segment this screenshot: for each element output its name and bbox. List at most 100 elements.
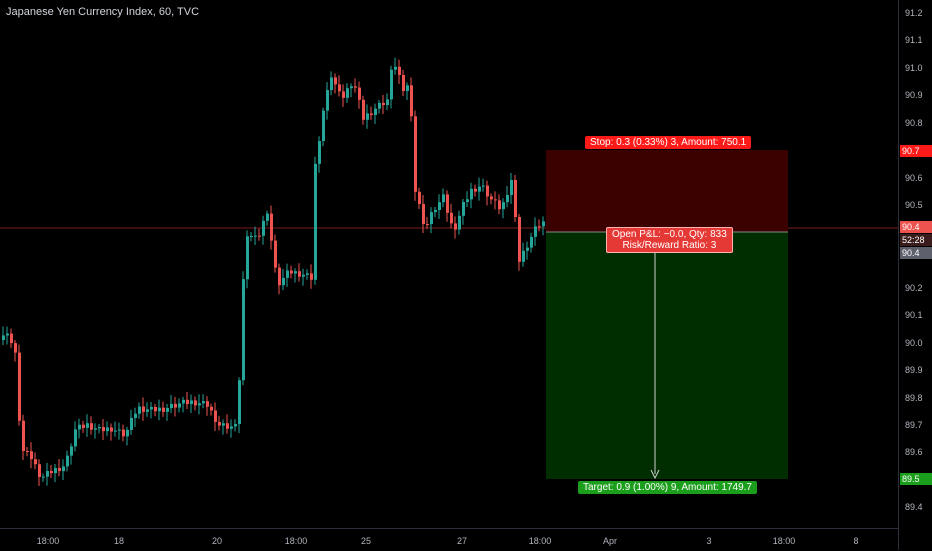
candle-body bbox=[166, 408, 169, 412]
time-tick: 18:00 bbox=[284, 536, 308, 546]
candle-body bbox=[114, 430, 117, 432]
candle-body bbox=[58, 467, 61, 472]
candle-body bbox=[346, 88, 349, 98]
candle-body bbox=[470, 188, 473, 200]
candle-body bbox=[390, 69, 393, 100]
candle-body bbox=[278, 267, 281, 286]
price-axis[interactable]: 91.2 91.1 91.0 90.9 90.8 90.6 90.5 90.2 … bbox=[898, 0, 932, 550]
candle-body bbox=[134, 413, 137, 418]
candle-body bbox=[210, 406, 213, 411]
candle-body bbox=[46, 471, 49, 477]
candle-body bbox=[246, 236, 249, 280]
pnl-text: Open P&L: −0.0, Qty: 833 bbox=[612, 229, 727, 240]
candle-body bbox=[14, 343, 17, 353]
candle-body bbox=[22, 420, 25, 451]
candle-body bbox=[462, 202, 465, 216]
candle-body bbox=[170, 403, 173, 409]
candle-body bbox=[6, 333, 9, 336]
candle-body bbox=[418, 191, 421, 204]
candle-body bbox=[450, 212, 453, 224]
time-tick: Apr bbox=[602, 536, 618, 546]
candle-body bbox=[254, 235, 257, 237]
candle-body bbox=[78, 424, 81, 430]
candle-body bbox=[306, 273, 309, 275]
candle-body bbox=[454, 223, 457, 230]
candle-body bbox=[482, 185, 485, 187]
price-tick: 89.7 bbox=[905, 420, 923, 430]
candle-body bbox=[466, 199, 469, 202]
price-tick: 91.1 bbox=[905, 35, 923, 45]
candle-body bbox=[398, 66, 401, 75]
candle-body bbox=[234, 424, 237, 427]
candle-body bbox=[258, 235, 261, 237]
candle-body bbox=[150, 407, 153, 410]
candle-body bbox=[402, 75, 405, 91]
time-tick: 3 bbox=[706, 536, 712, 546]
stop-label[interactable]: Stop: 0.3 (0.33%) 3, Amount: 750.1 bbox=[585, 136, 752, 149]
time-tick: 25 bbox=[360, 536, 372, 546]
candle-body bbox=[238, 380, 241, 425]
chart-area[interactable]: Japanese Yen Currency Index, 60, TVC Sto… bbox=[0, 0, 898, 528]
candle-body bbox=[90, 423, 93, 430]
candle-body bbox=[430, 212, 433, 225]
candle-body bbox=[38, 464, 41, 477]
risk-reward-text: Risk/Reward Ratio: 3 bbox=[622, 240, 717, 251]
candle-body bbox=[50, 471, 53, 474]
time-tick: 27 bbox=[456, 536, 468, 546]
candle-body bbox=[94, 428, 97, 430]
candle-body bbox=[498, 200, 501, 210]
candle-body bbox=[174, 403, 177, 408]
candle-body bbox=[494, 199, 497, 201]
candle-body bbox=[438, 202, 441, 210]
candle-body bbox=[226, 423, 229, 429]
candle-body bbox=[338, 84, 341, 92]
candle-body bbox=[242, 279, 245, 381]
candle-body bbox=[286, 270, 289, 278]
candle-body bbox=[434, 210, 437, 213]
candle-body bbox=[354, 86, 357, 88]
candle-body bbox=[422, 204, 425, 224]
candle-body bbox=[178, 403, 181, 408]
candle-body bbox=[186, 399, 189, 405]
price-tick: 89.4 bbox=[905, 502, 923, 512]
candle-body bbox=[142, 406, 145, 412]
candles-group bbox=[2, 57, 545, 486]
candle-body bbox=[522, 250, 525, 262]
candle-body bbox=[146, 409, 149, 412]
stop-zone bbox=[546, 150, 788, 232]
candle-body bbox=[250, 236, 253, 237]
candle-body bbox=[122, 429, 125, 437]
price-tick: 90.8 bbox=[905, 118, 923, 128]
candle-body bbox=[366, 113, 369, 120]
candle-body bbox=[426, 224, 429, 225]
candle-body bbox=[414, 116, 417, 192]
candle-body bbox=[62, 466, 65, 472]
candle-body bbox=[266, 213, 269, 221]
candle-body bbox=[442, 194, 445, 203]
pnl-label[interactable]: Open P&L: −0.0, Qty: 833 Risk/Reward Rat… bbox=[606, 227, 733, 253]
price-tick: 90.6 bbox=[905, 173, 923, 183]
time-tick: 18:00 bbox=[528, 536, 552, 546]
candle-body bbox=[478, 186, 481, 192]
time-tick: 18:00 bbox=[36, 536, 60, 546]
candle-body bbox=[378, 102, 381, 109]
candle-body bbox=[290, 270, 293, 274]
candle-body bbox=[102, 427, 105, 432]
target-label[interactable]: Target: 0.9 (1.00%) 9, Amount: 1749.7 bbox=[578, 481, 757, 494]
candle-body bbox=[342, 91, 345, 98]
candle-body bbox=[514, 180, 517, 217]
time-tick: 18:00 bbox=[772, 536, 796, 546]
candle-body bbox=[26, 451, 29, 452]
price-tick: 90.1 bbox=[905, 310, 923, 320]
price-tick: 90.5 bbox=[905, 200, 923, 210]
chart-canvas[interactable] bbox=[0, 0, 898, 528]
candle-body bbox=[334, 77, 337, 85]
candle-body bbox=[182, 399, 185, 404]
candle-body bbox=[538, 226, 541, 228]
projection-arrow-head bbox=[650, 469, 660, 480]
candle-body bbox=[490, 196, 493, 200]
candle-body bbox=[530, 236, 533, 248]
candle-body bbox=[330, 77, 333, 91]
price-tick: 91.2 bbox=[905, 8, 923, 18]
time-axis[interactable]: 18:00 18 20 18:00 25 27 18:00 Apr 3 18:0… bbox=[0, 528, 898, 551]
